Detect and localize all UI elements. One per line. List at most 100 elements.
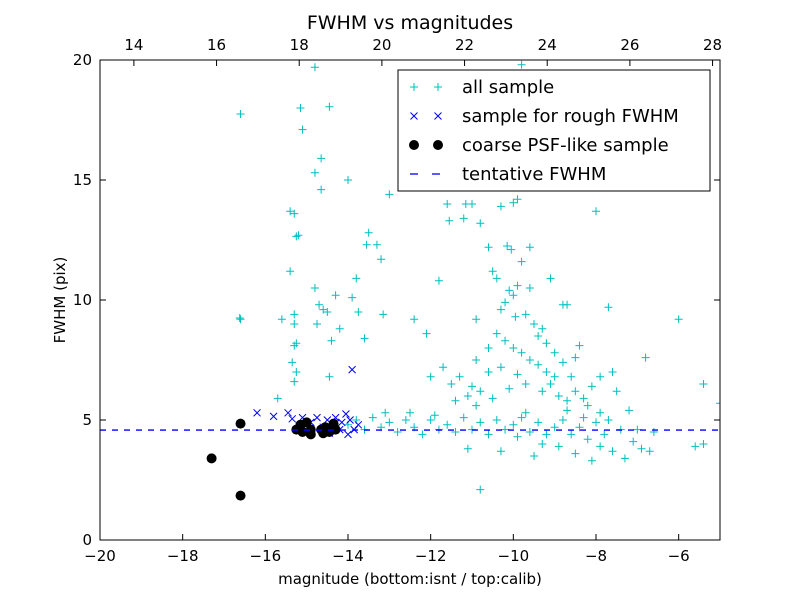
data-point: [571, 387, 580, 396]
data-point: [534, 360, 543, 369]
data-point: [513, 281, 522, 290]
data-point: [286, 267, 295, 276]
data-point: [235, 490, 246, 501]
data-point: [592, 207, 600, 216]
top-x-tick-label: 28: [703, 36, 722, 54]
data-point: [542, 368, 551, 376]
data-point: [488, 267, 497, 276]
data-point: [426, 372, 435, 381]
x-tick-label: −6: [668, 547, 690, 565]
data-point: [368, 413, 377, 422]
data-point: [554, 442, 563, 451]
data-point: [517, 60, 526, 69]
data-point: [645, 447, 654, 456]
data-point: [612, 387, 621, 396]
data-point: [418, 430, 427, 439]
data-point: [290, 341, 299, 350]
data-point: [649, 428, 658, 436]
data-point: [513, 195, 522, 204]
data-point: [292, 368, 301, 376]
y-tick-label: 15: [73, 171, 92, 189]
data-point: [567, 372, 576, 381]
data-point: [550, 423, 559, 432]
legend-marker-icon: [434, 83, 442, 91]
data-point: [513, 370, 522, 379]
data-point: [401, 416, 410, 424]
data-point: [492, 416, 501, 424]
data-point: [294, 231, 303, 240]
legend-marker-icon: [434, 112, 442, 120]
legend-marker-icon: [410, 83, 418, 91]
data-point: [596, 408, 605, 417]
data-point: [362, 240, 371, 249]
data-point: [476, 485, 485, 494]
legend-marker-icon: [409, 140, 419, 150]
data-point: [434, 276, 443, 285]
data-point: [554, 392, 563, 400]
top-x-tick-label: 24: [538, 36, 557, 54]
data-point: [525, 356, 534, 364]
data-point: [596, 372, 605, 381]
data-point: [716, 399, 720, 408]
data-point: [563, 396, 572, 405]
data-point: [674, 315, 683, 324]
data-point: [463, 392, 472, 400]
data-point: [372, 240, 381, 249]
data-point: [253, 408, 261, 417]
data-point: [325, 372, 334, 381]
data-point: [637, 444, 646, 453]
data-point: [496, 305, 505, 314]
data-point: [496, 202, 505, 211]
data-point: [346, 416, 354, 424]
data-point: [558, 416, 567, 424]
data-point: [505, 286, 514, 295]
data-point: [509, 344, 518, 352]
series-all-sample: [235, 60, 720, 494]
data-point: [459, 214, 468, 223]
data-point: [235, 418, 246, 429]
data-point: [513, 432, 522, 441]
data-point: [472, 315, 481, 324]
data-point: [463, 444, 472, 453]
legend-item: coarse PSF-like sample: [409, 135, 669, 156]
data-point: [509, 291, 518, 300]
data-point: [296, 104, 305, 112]
legend-marker-icon: [433, 140, 443, 150]
data-point: [550, 372, 559, 381]
data-point: [379, 310, 388, 319]
data-point: [323, 308, 332, 316]
data-point: [393, 428, 402, 436]
data-point: [354, 420, 363, 429]
y-axis-label: FWHM (pix): [51, 257, 69, 344]
data-point: [525, 428, 534, 436]
data-point: [534, 332, 543, 340]
data-point: [567, 430, 576, 439]
data-point: [583, 401, 592, 410]
data-point: [538, 387, 547, 396]
data-point: [364, 228, 373, 237]
legend-item: sample for rough FWHM: [410, 106, 679, 127]
data-point: [546, 380, 555, 388]
data-point: [455, 372, 464, 381]
data-point: [330, 424, 341, 435]
data-point: [406, 408, 414, 417]
data-point: [385, 418, 394, 427]
x-tick-label: −18: [167, 547, 199, 565]
data-point: [546, 274, 555, 283]
data-point: [348, 365, 356, 374]
data-point: [354, 308, 363, 316]
data-point: [492, 274, 501, 283]
data-point: [445, 216, 454, 225]
y-tick-label: 20: [73, 51, 92, 69]
data-point: [604, 416, 613, 424]
data-point: [517, 257, 526, 266]
data-point: [587, 382, 596, 391]
data-point: [331, 291, 340, 300]
data-point: [633, 425, 642, 434]
y-tick-label: 5: [82, 411, 92, 429]
data-point: [342, 410, 350, 418]
data-point: [542, 339, 551, 348]
data-point: [501, 425, 510, 434]
data-point: [443, 420, 452, 429]
data-point: [290, 320, 299, 328]
